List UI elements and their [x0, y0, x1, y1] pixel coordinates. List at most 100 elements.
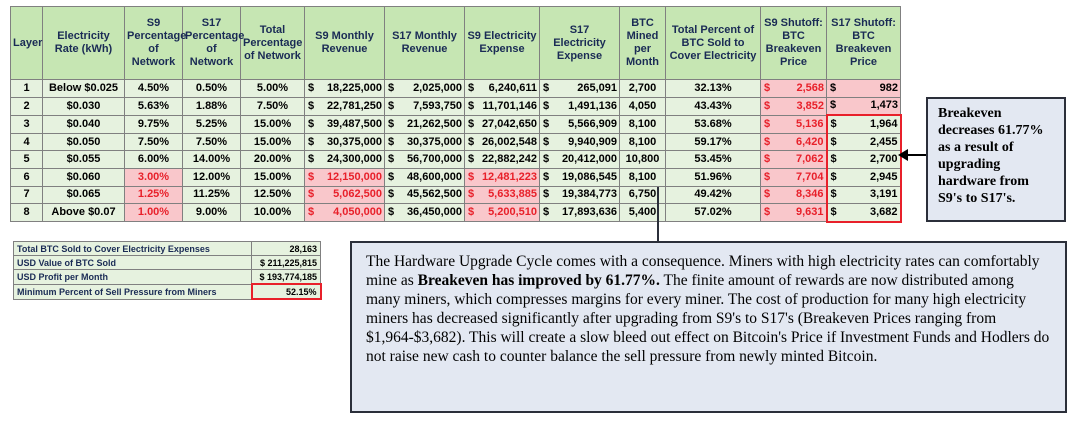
table-cell-rate: $0.060 [42, 167, 125, 187]
table-cell-s17be: $2,700 [825, 150, 902, 169]
table-cell-sold: 57.02% [665, 203, 761, 223]
table-cell-s9be: $6,420 [760, 132, 827, 152]
cell-value: 2,945 [869, 170, 898, 183]
table-cell-s17rev: $45,562,500 [384, 185, 465, 205]
table-cell-s9exp: $11,701,146 [464, 96, 540, 116]
table-cell-s9pct: 7.50% [124, 132, 183, 152]
currency-symbol: $ [388, 206, 395, 219]
table-cell-s9be: $2,568 [760, 79, 827, 98]
table-row: 7 $0.065 1.25% 11.25% 12.50% $5,062,500 $45,56… [10, 185, 902, 205]
currency-symbol: $ [468, 81, 475, 94]
column-header: S9 Monthly Revenue [304, 6, 385, 80]
currency-symbol: $ [764, 170, 771, 183]
table-cell-s17pct: 14.00% [182, 150, 241, 169]
table-body: 1 Below $0.025 4.50% 0.50% 5.00% $18,225,000 $… [10, 79, 902, 223]
column-header: S9 Shutoff: BTC Breakeven Price [760, 6, 827, 80]
cell-value: 27,042,650 [481, 117, 537, 130]
cell-value: 20,412,000 [561, 153, 617, 166]
currency-symbol: $ [308, 135, 315, 148]
table-row: 6 $0.060 3.00% 12.00% 15.00% $12,150,000 $48,6… [10, 167, 902, 187]
arrow-left-icon [898, 149, 926, 161]
table-cell-s17pct: 0.50% [182, 79, 241, 98]
table-cell-s17exp: $265,091 [539, 79, 620, 98]
currency-symbol: $ [388, 99, 395, 112]
currency-symbol: $ [543, 206, 550, 219]
currency-symbol: $ [830, 81, 837, 94]
cell-value: 2,568 [796, 81, 824, 94]
table-cell-layer: 1 [10, 79, 43, 98]
table-cell-btc: 8,100 [619, 132, 666, 152]
cell-value: 8,346 [795, 188, 824, 201]
table-cell-s17rev: $30,375,000 [384, 132, 465, 152]
table-cell-btc: 5,400 [619, 203, 666, 223]
table-cell-btc: 10,800 [619, 150, 666, 169]
currency-symbol: $ [468, 135, 475, 148]
currency-symbol: $ [388, 135, 395, 148]
table-cell-s17rev: $7,593,750 [384, 96, 465, 116]
cell-value: 30,375,000 [406, 135, 462, 148]
currency-symbol: $ [308, 117, 315, 130]
cell-value: 7,062 [795, 153, 824, 166]
table-cell-s17exp: $19,384,773 [539, 185, 620, 205]
currency-symbol: $ [468, 99, 475, 112]
currency-symbol: $ [308, 170, 315, 183]
column-header: Total Percentage of Network [240, 6, 305, 80]
cell-value: 7,593,750 [413, 99, 462, 112]
table-cell-btc: 2,700 [619, 79, 666, 98]
textbox-bold: Breakeven has improved by 61.77%. [417, 272, 660, 289]
cell-value: 2,455 [869, 135, 898, 148]
summary-table: Total BTC Sold to Cover Electricity Expe… [13, 241, 322, 300]
cell-value: 5,566,909 [568, 117, 617, 130]
textbox-part1: The Hardware Upgrade Cycle comes with a … [366, 253, 1040, 289]
table-cell-btc: 4,050 [619, 96, 666, 116]
currency-symbol: $ [388, 170, 395, 183]
cell-value: 11,701,146 [482, 99, 537, 112]
currency-symbol: $ [308, 81, 315, 94]
currency-symbol: $ [764, 206, 771, 219]
cell-value: 56,700,000 [406, 153, 462, 166]
table-cell-s17pct: 7.50% [182, 132, 241, 152]
table-cell-sold: 53.45% [665, 150, 761, 169]
cell-value: 26,002,548 [481, 135, 537, 148]
cell-value: 265,091 [577, 81, 617, 94]
table-cell-totpct: 10.00% [240, 203, 305, 223]
cell-value: 1,964 [869, 117, 898, 130]
table-cell-s17pct: 11.25% [182, 185, 241, 205]
currency-symbol: $ [308, 99, 315, 112]
cell-value: 5,633,885 [488, 188, 537, 201]
table-cell-s9rev: $18,225,000 [304, 79, 385, 98]
table-cell-totpct: 15.00% [240, 114, 305, 134]
currency-symbol: $ [830, 135, 837, 148]
table-cell-s17rev: $21,262,500 [384, 114, 465, 134]
cell-value: 17,893,636 [561, 206, 617, 219]
summary-label: Total BTC Sold to Cover Electricity Expe… [13, 241, 252, 256]
table-cell-totpct: 12.50% [240, 185, 305, 205]
table-row: 3 $0.040 9.75% 5.25% 15.00% $39,487,500 $21,26… [10, 114, 902, 134]
table-cell-s9exp: $6,240,611 [464, 79, 540, 98]
table-cell-rate: $0.030 [42, 96, 125, 116]
table-cell-s9be: $7,062 [760, 150, 827, 169]
cell-value: 22,882,242 [481, 153, 537, 166]
cell-value: 3,852 [796, 99, 824, 112]
table-cell-rate: $0.065 [42, 185, 125, 205]
table-cell-s9pct: 5.63% [124, 96, 183, 116]
table-cell-sold: 59.17% [665, 132, 761, 152]
summary-label: Minimum Percent of Sell Pressure from Mi… [13, 283, 252, 300]
cell-value: 4,050,000 [333, 206, 382, 219]
table-cell-s17be: $3,191 [825, 185, 902, 205]
table-cell-sold: 49.42% [665, 185, 761, 205]
table-cell-s9pct: 1.25% [124, 185, 183, 205]
cell-value: 7,704 [795, 170, 824, 183]
currency-symbol: $ [388, 188, 395, 201]
currency-symbol: $ [543, 188, 550, 201]
table-cell-s17exp: $19,086,545 [539, 167, 620, 187]
table-row: 8 Above $0.07 1.00% 9.00% 10.00% $4,050,000 $3… [10, 203, 902, 223]
table-cell-rate: Below $0.025 [42, 79, 125, 98]
cell-value: 9,940,909 [568, 135, 617, 148]
table-cell-s17pct: 12.00% [182, 167, 241, 187]
currency-symbol: $ [468, 117, 475, 130]
table-cell-rate: $0.055 [42, 150, 125, 169]
cell-value: 3,191 [869, 188, 898, 201]
currency-symbol: $ [308, 188, 315, 201]
table-cell-s17rev: $48,600,000 [384, 167, 465, 187]
